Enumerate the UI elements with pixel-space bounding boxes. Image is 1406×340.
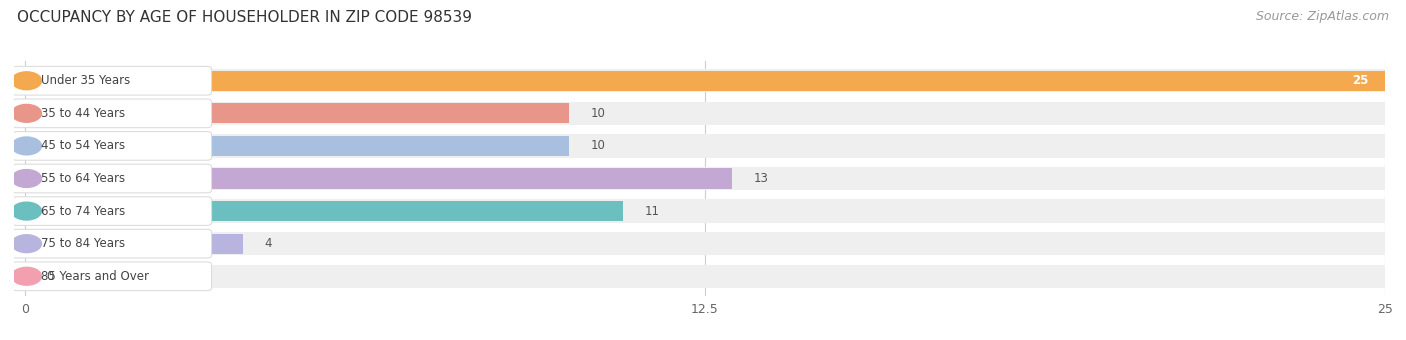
Text: OCCUPANCY BY AGE OF HOUSEHOLDER IN ZIP CODE 98539: OCCUPANCY BY AGE OF HOUSEHOLDER IN ZIP C… [17, 10, 472, 25]
Circle shape [11, 104, 41, 122]
Text: 75 to 84 Years: 75 to 84 Years [41, 237, 125, 250]
Text: Source: ZipAtlas.com: Source: ZipAtlas.com [1256, 10, 1389, 23]
Text: Under 35 Years: Under 35 Years [41, 74, 131, 87]
Circle shape [11, 137, 41, 155]
Bar [25, 232, 1385, 255]
Bar [25, 201, 623, 221]
Bar [25, 167, 1385, 190]
Circle shape [11, 235, 41, 253]
FancyBboxPatch shape [13, 99, 211, 128]
FancyBboxPatch shape [13, 66, 211, 95]
Bar [25, 134, 1385, 158]
Bar [25, 199, 1385, 223]
FancyBboxPatch shape [13, 164, 211, 193]
FancyBboxPatch shape [13, 229, 211, 258]
Circle shape [11, 202, 41, 220]
Text: 85 Years and Over: 85 Years and Over [41, 270, 149, 283]
Bar [25, 69, 1385, 92]
Bar [25, 103, 569, 123]
Text: 4: 4 [264, 237, 271, 250]
Bar [25, 71, 1385, 91]
Text: 11: 11 [645, 205, 659, 218]
Circle shape [11, 170, 41, 187]
Text: 10: 10 [591, 139, 606, 152]
FancyBboxPatch shape [13, 132, 211, 160]
Text: 65 to 74 Years: 65 to 74 Years [41, 205, 125, 218]
FancyBboxPatch shape [13, 262, 211, 291]
Text: 25: 25 [1353, 74, 1368, 87]
Bar [25, 136, 569, 156]
Text: 35 to 44 Years: 35 to 44 Years [41, 107, 125, 120]
Text: 45 to 54 Years: 45 to 54 Years [41, 139, 125, 152]
FancyBboxPatch shape [13, 197, 211, 225]
Text: 55 to 64 Years: 55 to 64 Years [41, 172, 125, 185]
Bar [25, 234, 243, 254]
Text: 10: 10 [591, 107, 606, 120]
Bar [25, 265, 1385, 288]
Bar [25, 168, 733, 189]
Text: 13: 13 [754, 172, 769, 185]
Text: 0: 0 [46, 270, 53, 283]
Circle shape [11, 72, 41, 90]
Circle shape [11, 267, 41, 285]
Bar [25, 102, 1385, 125]
